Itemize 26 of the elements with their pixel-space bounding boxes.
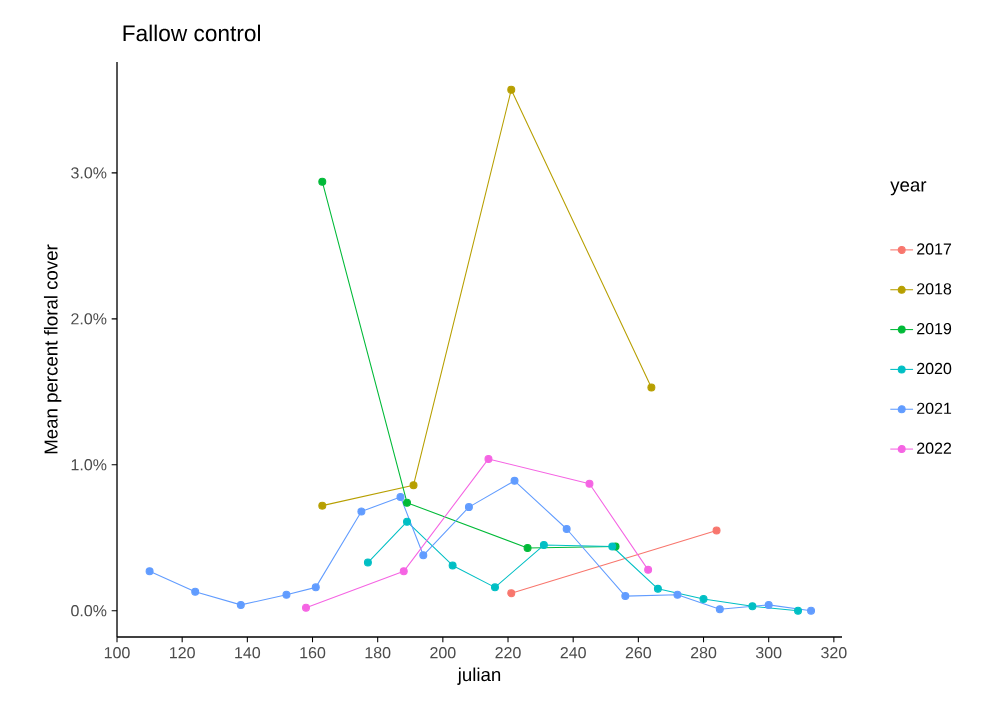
x-tick-label: 120 bbox=[170, 647, 195, 659]
x-tick-label: 180 bbox=[365, 647, 391, 659]
x-tick-label: 100 bbox=[104, 647, 130, 659]
y-axis-title: Mean percent floral cover bbox=[43, 244, 62, 454]
x-axis-title: julian bbox=[457, 667, 501, 685]
legend-label: 2019 bbox=[917, 322, 952, 335]
x-tick-label: 320 bbox=[821, 647, 847, 659]
y-tick-label: 1.0% bbox=[71, 459, 107, 471]
legend-label: 2020 bbox=[917, 362, 952, 375]
x-tick-label: 300 bbox=[755, 647, 782, 659]
x-tick-label: 200 bbox=[430, 647, 456, 659]
legend-label: 2018 bbox=[917, 283, 952, 295]
legend-title: year bbox=[890, 181, 927, 196]
legend-label: 2021 bbox=[917, 402, 952, 414]
x-tick-label: 280 bbox=[690, 647, 717, 659]
y-tick-label: 2.0% bbox=[71, 313, 107, 325]
y-tick-label: 3.0% bbox=[71, 167, 107, 179]
legend-label: 2022 bbox=[917, 442, 952, 454]
x-tick-label: 140 bbox=[235, 647, 261, 659]
x-tick-label: 260 bbox=[625, 647, 652, 659]
y-tick-label: 0.0% bbox=[71, 605, 107, 617]
x-tick-label: 220 bbox=[495, 647, 521, 659]
chart-title: Fallow control bbox=[123, 24, 260, 42]
legend-label: 2017 bbox=[917, 243, 952, 255]
x-tick-label: 160 bbox=[300, 647, 326, 659]
x-tick-label: 240 bbox=[560, 647, 586, 659]
